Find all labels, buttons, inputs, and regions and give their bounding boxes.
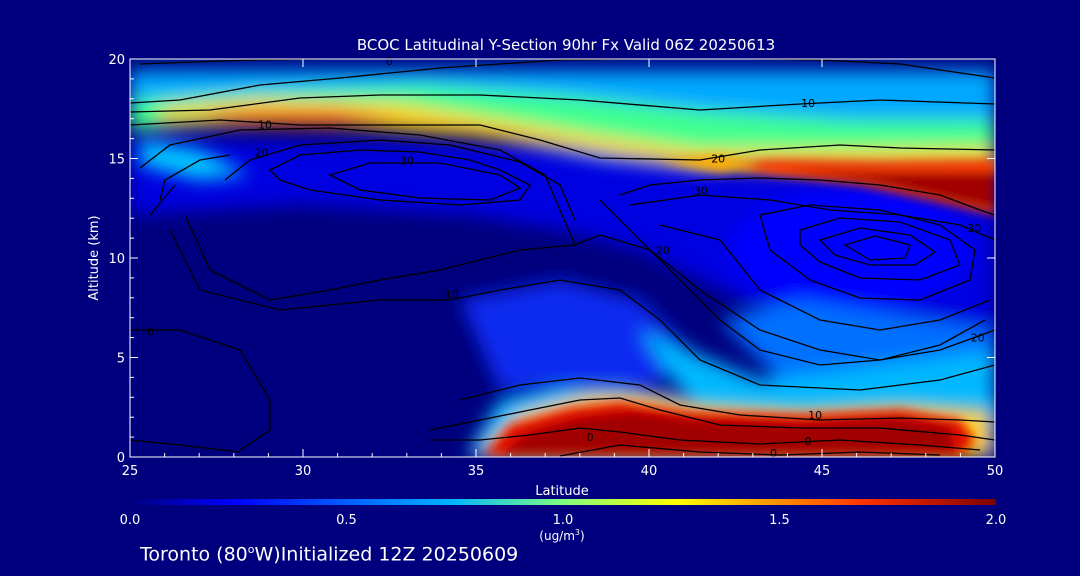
contour-label: 0 [805, 435, 812, 448]
contour-label: 0 [147, 326, 154, 339]
colorbar-tick-label: 0.0 [120, 513, 141, 528]
contour-labels: 0 10 10 20 30 20 30 30 20 10 20 0 10 0 0 0 [147, 55, 984, 460]
colorbar-tick-label: 1.0 [553, 513, 574, 528]
contour-line [430, 427, 981, 451]
footer-caption: Toronto (80oW)Initialized 12Z 20250609 [140, 543, 519, 566]
contour-line [599, 199, 986, 366]
contour-label: 20 [971, 332, 985, 345]
contour-line [130, 439, 241, 453]
y-tick-label: 5 [117, 352, 125, 367]
contour-line [328, 162, 522, 201]
contour-line [130, 94, 995, 113]
contour-line [659, 224, 991, 331]
contour-line [559, 444, 941, 457]
colorbar-ticks: 0.0 0.5 1.0 1.5 2.0 [120, 513, 1007, 528]
x-tick-label: 40 [641, 464, 658, 479]
y-axis-label: Altitude (km) [87, 215, 102, 300]
contour-line [139, 127, 576, 246]
x-tick-label: 25 [122, 464, 139, 479]
y-tick-label: 0 [117, 451, 125, 466]
contour-label: 20 [656, 244, 670, 257]
contour-label: 10 [801, 97, 815, 110]
contour-label: 0 [770, 447, 777, 460]
contour-label: 30 [694, 184, 708, 197]
contour-label: 20 [711, 153, 725, 166]
y-tick-label: 15 [108, 153, 125, 168]
x-axis-label: Latitude [535, 484, 589, 499]
x-tick-label: 35 [468, 464, 485, 479]
contour-label: 0 [587, 431, 594, 444]
contour-line [224, 139, 576, 221]
y-tick-label: 10 [108, 252, 125, 267]
contour-line [139, 59, 358, 65]
chart-title: BCOC Latitudinal Y-Section 90hr Fx Valid… [357, 36, 775, 54]
contour-label: 10 [808, 409, 822, 422]
contour-label: 10 [445, 288, 459, 301]
contour-line [169, 229, 995, 391]
colorbar-tick-label: 2.0 [986, 513, 1007, 528]
contour-line [268, 149, 531, 206]
x-tick-label: 50 [987, 464, 1004, 479]
contour-line [429, 397, 995, 441]
contour-line [130, 119, 995, 161]
contour-line [130, 329, 271, 451]
colorbar-tick-label: 1.5 [769, 513, 790, 528]
contour-line [619, 177, 995, 216]
contour-line [799, 217, 961, 281]
contour-line [159, 154, 231, 201]
contour-line [843, 235, 911, 261]
contour-label: 0 [386, 55, 393, 68]
x-tick-label: 30 [295, 464, 312, 479]
contour-line [818, 227, 937, 266]
colorbar-tick-label: 0.5 [336, 513, 357, 528]
contour-line [629, 194, 995, 241]
contour-line [149, 184, 176, 216]
y-tick-label: 20 [108, 53, 125, 68]
contour-lines [130, 59, 995, 457]
axes: 25 30 35 40 45 50 0 5 10 15 20 [108, 53, 1003, 479]
colorbar-unit-label: (ug/m3) [539, 528, 584, 543]
colorbar [130, 499, 996, 505]
contour-label: 20 [254, 147, 268, 160]
contour-line [130, 59, 995, 104]
contour-label: 30 [400, 154, 414, 167]
contour-line [459, 377, 995, 423]
contour-line [759, 204, 976, 301]
x-tick-label: 45 [814, 464, 831, 479]
contour-label: 10 [258, 119, 272, 132]
contour-line [184, 214, 995, 361]
contour-label: 30 [967, 222, 981, 235]
